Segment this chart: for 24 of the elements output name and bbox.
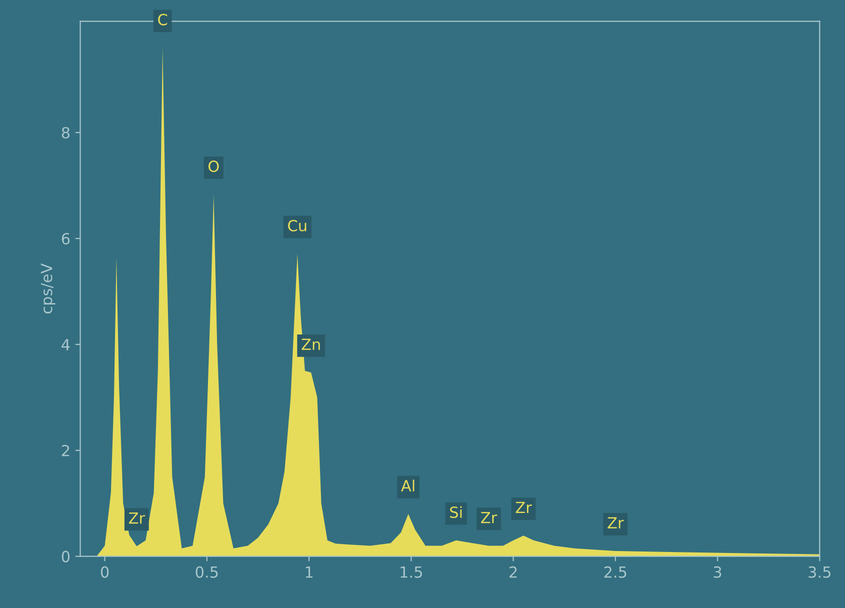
y-tick-label: 8 (62, 126, 70, 139)
y-tick-label: 2 (62, 444, 70, 456)
y-tick-label: 0 (62, 550, 70, 562)
x-tick-label: 2.5 (604, 566, 626, 578)
annotation: Cu (288, 220, 306, 232)
x-tick-label: 1.5 (400, 566, 422, 578)
annotation: Zr (608, 517, 624, 528)
x-tick-label: 3.5 (808, 566, 830, 578)
x-tick-label: 0 (100, 566, 109, 578)
annotation: Zr (481, 512, 498, 524)
y-tick-label: 4 (62, 339, 70, 350)
x-tick-label: 0.5 (196, 566, 218, 578)
annotation: Zr (516, 502, 532, 514)
annotation: O (208, 160, 219, 172)
annotation: Si (450, 506, 462, 518)
x-tick-label: 2 (510, 566, 517, 578)
annotation: C (158, 14, 168, 26)
x-tick-label: 1 (306, 566, 312, 578)
x-tick-label: 3 (714, 566, 722, 578)
annotation: Zr (128, 512, 146, 524)
annotation: Zn (302, 338, 320, 350)
y-axis-title: cps/eV (40, 263, 56, 314)
y-tick-label: 6 (62, 232, 70, 244)
annotation: Al (401, 480, 414, 492)
